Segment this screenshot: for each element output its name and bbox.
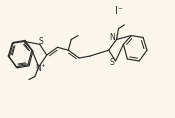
Text: N: N bbox=[110, 33, 116, 42]
Text: +: + bbox=[40, 63, 45, 68]
Text: S: S bbox=[109, 58, 114, 67]
Text: N: N bbox=[35, 64, 41, 73]
Text: I⁻: I⁻ bbox=[116, 6, 124, 16]
Text: S: S bbox=[38, 37, 43, 46]
